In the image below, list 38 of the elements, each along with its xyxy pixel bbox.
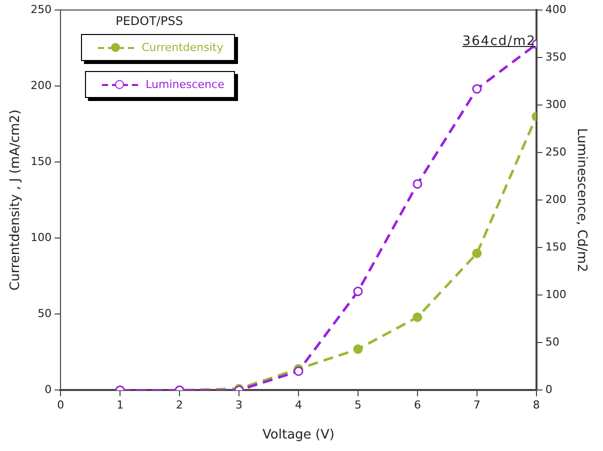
x-tick-label: 4 [295,398,302,412]
x-tick-label: 0 [57,398,64,412]
x-tick-label: 2 [176,398,184,412]
y2-tick-label: 250 [545,145,566,158]
x-tick-label: 6 [414,398,421,412]
x-tick-label: 5 [354,398,362,412]
y-tick-label: 200 [30,78,52,92]
point [412,312,422,322]
x-tick-label: 7 [473,398,480,412]
annotation: 364cd/m2 [462,34,536,49]
legend-label: Currentdensity [142,41,224,54]
legend-label: Luminescence [146,78,224,91]
y2-tick-label: 0 [545,383,552,396]
legend-title: PEDOT/PSS [116,14,184,28]
x-tick-label: 8 [532,398,540,412]
y-tick-label: 250 [30,2,52,16]
y2-tick-label: 200 [545,192,566,206]
legend-frame: Currentdensity [80,34,236,61]
y-tick-label: 50 [38,307,52,320]
point [412,179,422,189]
y2-tick-label: 400 [545,2,566,16]
point [353,344,363,354]
x-tick-label: 1 [116,398,124,412]
point [472,248,482,258]
y2-tick-label: 300 [545,98,566,111]
y2-axis-title: Luminescence, Cd/m2 [574,128,589,272]
y-tick-label: 150 [30,154,52,168]
y-tick-label: 0 [44,383,52,396]
y2-tick-label: 50 [545,336,560,349]
x-axis-title: Voltage (V) [262,428,334,443]
point [472,84,482,94]
legend-frame: Luminescence [84,71,236,98]
x-tick-label: 3 [236,398,243,412]
y-axis-title: Currentdensity , J (mA/cm2) [8,110,24,291]
y-tick-label: 100 [30,230,52,244]
y2-tick-label: 150 [545,240,566,254]
y2-tick-label: 100 [545,288,566,302]
y2-tick-label: 350 [545,50,566,64]
